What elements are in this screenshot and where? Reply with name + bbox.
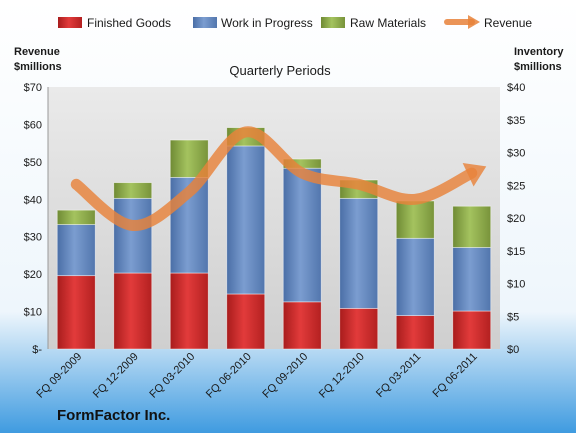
legend-swatch-finished-goods <box>58 17 82 28</box>
bar-work-in-progress <box>113 197 153 274</box>
right-tick-label: $15 <box>507 246 525 258</box>
bar-finished-goods <box>395 315 435 350</box>
left-tick-label: $60 <box>24 119 42 131</box>
left-axis-title-line1: Revenue <box>14 46 60 58</box>
legend-label-revenue: Revenue <box>484 16 532 30</box>
left-tick-label: $30 <box>24 232 42 244</box>
bar-series <box>56 127 492 350</box>
bar-finished-goods <box>169 272 209 350</box>
revenue-line <box>70 126 478 231</box>
right-tick-label: $40 <box>507 82 525 94</box>
bar-work-in-progress <box>339 197 379 309</box>
legend-label-work-in-progress: Work in Progress <box>221 16 313 30</box>
bar-work-in-progress <box>282 167 322 303</box>
right-tick-label: $20 <box>507 213 525 225</box>
bar-raw-materials <box>395 200 435 239</box>
right-tick-label: $5 <box>507 311 519 323</box>
bar-work-in-progress <box>56 224 96 277</box>
left-tick-label: $10 <box>24 307 42 319</box>
legend: Finished Goods Work in Progress Raw Mate… <box>58 15 532 30</box>
revenue-arrowhead <box>462 162 487 187</box>
legend-swatch-raw-materials <box>321 17 345 28</box>
bar-raw-materials <box>452 205 492 248</box>
left-tick-label: $40 <box>24 194 42 206</box>
right-axis: $0 $5 $10 $15 $20 $25 $30 $35 $40 <box>507 82 525 356</box>
legend-label-raw-materials: Raw Materials <box>350 16 426 30</box>
right-axis-title-line2: $millions <box>514 61 562 73</box>
right-tick-label: $25 <box>507 180 525 192</box>
right-axis-title-line1: Inventory <box>514 46 564 58</box>
left-tick-label: $20 <box>24 269 42 281</box>
legend-swatch-work-in-progress <box>193 17 217 28</box>
bar-finished-goods <box>452 310 492 350</box>
bar-raw-materials <box>113 182 153 199</box>
legend-label-finished-goods: Finished Goods <box>87 16 171 30</box>
bar-work-in-progress <box>395 237 435 316</box>
company-name: FormFactor Inc. <box>57 407 170 424</box>
bar-finished-goods <box>339 307 379 350</box>
bar-work-in-progress <box>452 247 492 312</box>
left-axis: $- $10 $20 $30 $40 $50 $60 $70 <box>24 82 49 356</box>
bar-work-in-progress <box>226 145 266 295</box>
left-axis-title-line2: $millions <box>14 61 62 73</box>
left-tick-label: $- <box>32 344 42 356</box>
bar-finished-goods <box>282 301 322 350</box>
left-tick-label: $50 <box>24 157 42 169</box>
bar-finished-goods <box>226 293 266 350</box>
bar-raw-materials <box>56 209 96 225</box>
revenue-series <box>70 126 487 231</box>
bar-finished-goods <box>113 272 153 350</box>
chart-subtitle: Quarterly Periods <box>229 63 331 78</box>
legend-arrowhead-revenue <box>468 15 480 29</box>
right-tick-label: $10 <box>507 279 525 291</box>
bar-finished-goods <box>56 275 96 350</box>
left-tick-label: $70 <box>24 82 42 94</box>
right-tick-label: $35 <box>507 115 525 127</box>
right-tick-label: $30 <box>507 148 525 160</box>
right-tick-label: $0 <box>507 344 519 356</box>
